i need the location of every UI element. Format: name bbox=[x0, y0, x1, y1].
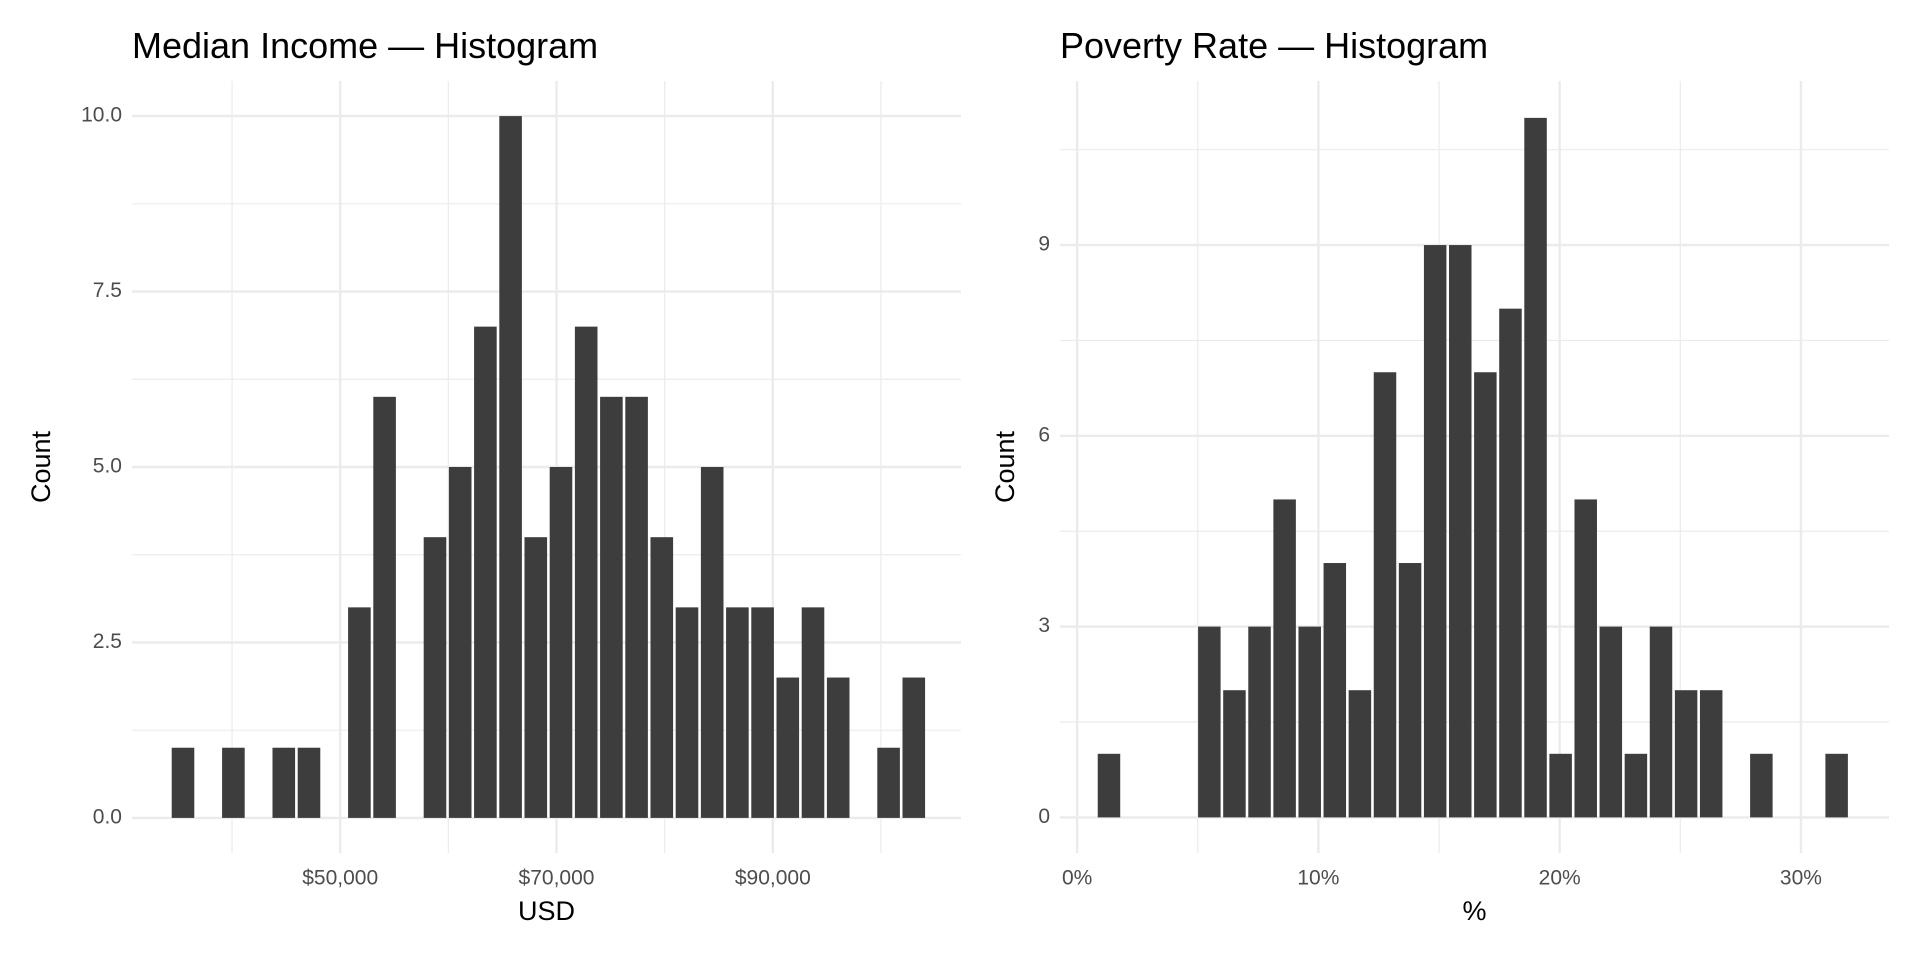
y-tick-label: 10.0 bbox=[81, 104, 122, 127]
y-tick-label: 2.5 bbox=[93, 630, 122, 653]
histogram-bar bbox=[1398, 563, 1422, 818]
y-tick-label: 0.0 bbox=[93, 805, 122, 828]
histogram-bar bbox=[1524, 117, 1547, 818]
y-axis-title: Count bbox=[990, 430, 1020, 503]
histogram-bar bbox=[171, 747, 195, 818]
histogram-bar bbox=[826, 677, 850, 818]
histogram-bar bbox=[272, 747, 296, 818]
histogram-bar bbox=[1273, 499, 1296, 818]
histogram-bar bbox=[1599, 626, 1623, 818]
histogram-bar bbox=[448, 467, 472, 818]
histogram-bar bbox=[1373, 372, 1397, 818]
histogram-bar bbox=[751, 607, 774, 818]
histogram-bar bbox=[675, 607, 699, 818]
y-tick-label: 0 bbox=[1038, 805, 1050, 828]
histogram-bar bbox=[423, 537, 447, 818]
histogram-bar bbox=[1348, 690, 1372, 818]
histogram-bar bbox=[877, 747, 900, 818]
x-tick-label: $50,000 bbox=[302, 867, 378, 890]
histogram-bar bbox=[650, 537, 674, 818]
x-tick-label: 20% bbox=[1539, 867, 1581, 890]
histogram-bar bbox=[776, 677, 800, 818]
x-axis-title: % bbox=[1462, 896, 1486, 926]
histogram-bar bbox=[1198, 626, 1221, 818]
histogram-bar bbox=[1674, 690, 1698, 818]
x-tick-label: $70,000 bbox=[519, 867, 595, 890]
histogram-bar bbox=[600, 396, 623, 818]
chart-title: Poverty Rate — Histogram bbox=[1060, 25, 1488, 66]
histogram-bar bbox=[524, 537, 548, 818]
histogram-bar bbox=[726, 607, 749, 818]
histogram-bar bbox=[1474, 372, 1497, 818]
histogram-bar bbox=[348, 607, 371, 818]
histogram-bar bbox=[574, 326, 598, 818]
histogram-bar bbox=[625, 396, 648, 818]
x-tick-label: $90,000 bbox=[735, 867, 811, 890]
histogram-bar bbox=[474, 326, 497, 818]
x-axis-title: USD bbox=[518, 896, 575, 926]
histogram-bar bbox=[1323, 563, 1347, 818]
y-tick-label: 5.0 bbox=[93, 455, 122, 478]
histogram-bar bbox=[801, 607, 825, 818]
x-tick-label: 10% bbox=[1297, 867, 1339, 890]
y-tick-label: 7.5 bbox=[93, 279, 122, 302]
histogram-bar bbox=[1699, 690, 1723, 818]
histogram-bar bbox=[297, 747, 321, 818]
histogram-bar bbox=[373, 396, 396, 818]
histogram-bar bbox=[1574, 499, 1597, 818]
histogram-bar bbox=[549, 467, 573, 818]
histogram-bar bbox=[1248, 626, 1271, 818]
y-tick-label: 9 bbox=[1038, 233, 1050, 256]
x-tick-label: 30% bbox=[1780, 867, 1822, 890]
histogram-bar bbox=[1750, 753, 1773, 818]
histogram-bar bbox=[1499, 308, 1522, 818]
histogram-bar bbox=[1298, 626, 1321, 818]
x-tick-label: 0% bbox=[1062, 867, 1092, 890]
histogram-bar bbox=[1097, 753, 1121, 818]
histogram-bar bbox=[902, 677, 926, 818]
histogram-bar bbox=[1649, 626, 1673, 818]
y-tick-label: 3 bbox=[1038, 614, 1050, 637]
histogram-bar bbox=[700, 467, 724, 818]
chart-title: Median Income — Histogram bbox=[132, 25, 598, 66]
histogram-bar bbox=[1549, 753, 1572, 818]
histogram-bar bbox=[1825, 753, 1848, 818]
y-tick-label: 6 bbox=[1038, 423, 1050, 446]
y-axis-title: Count bbox=[26, 430, 56, 503]
histogram-bar bbox=[1449, 245, 1472, 818]
histogram-bar bbox=[1423, 245, 1447, 818]
histogram-bar bbox=[1624, 753, 1648, 818]
histogram-bar bbox=[1223, 690, 1246, 818]
histogram-bar bbox=[222, 747, 245, 818]
histogram-bar bbox=[499, 116, 522, 818]
